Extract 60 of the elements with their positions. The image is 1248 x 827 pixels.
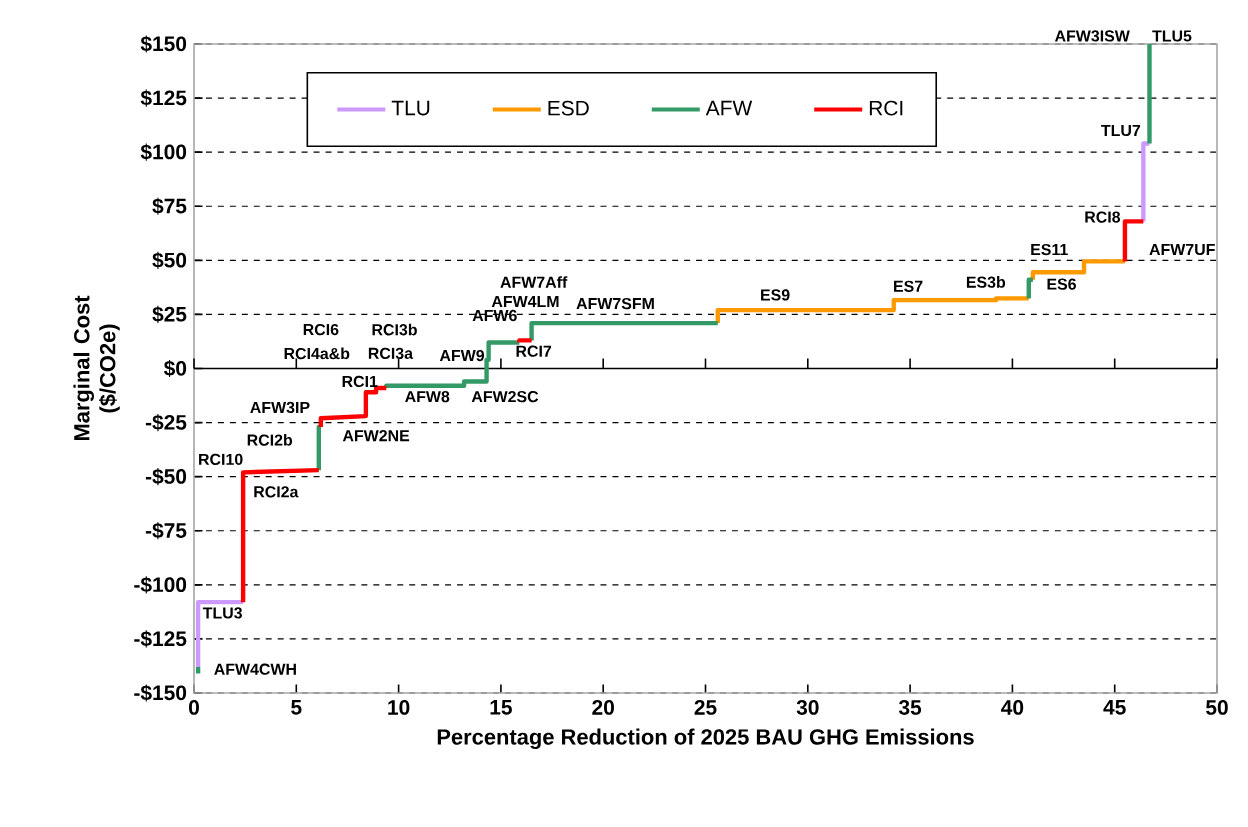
annotation: ES11	[1031, 243, 1068, 256]
y-tick-label: $75	[152, 197, 187, 215]
y-tick-label: -$100	[134, 576, 187, 594]
legend-label: TLU	[391, 100, 430, 116]
x-tick-label: 0	[189, 700, 199, 715]
y-tick-label: -$150	[134, 684, 187, 702]
legend-label: RCI	[869, 100, 903, 116]
y-tick-label: -$50	[145, 468, 187, 486]
x-tick-label: 25	[694, 700, 717, 715]
text: TLU5	[1152, 30, 1192, 42]
annotation: AFW6	[472, 309, 517, 322]
annotation: AFW9	[439, 349, 485, 362]
annotation: RCI4a&b	[284, 347, 350, 360]
annotation: RCI2a	[254, 486, 299, 498]
x-tick-label: 5	[291, 700, 302, 715]
y-tick-label: $150	[140, 35, 187, 53]
x-tick-label: 20	[592, 700, 614, 715]
y-tick-label: $50	[152, 251, 187, 269]
annotation: AFW7SFM	[576, 297, 654, 310]
x-tick-label: 15	[490, 700, 512, 715]
annotation: AFW3IP	[250, 401, 310, 414]
x-tick-label: 50	[1206, 700, 1228, 715]
y-axis-title: Marginal Cost ($/CO2e)	[73, 295, 120, 441]
annotation: AFW4CWH	[214, 663, 296, 675]
y-tick-label: $0	[163, 359, 187, 378]
annotation: RCI2b	[247, 434, 293, 446]
annotation: AFW2SC	[471, 390, 539, 403]
y-tick-label: $25	[152, 305, 187, 323]
annotation: RCI6	[303, 323, 339, 336]
annotation: RCI3a	[368, 347, 414, 360]
y-tick-label: $100	[140, 143, 187, 161]
annotation: TLU3	[202, 607, 242, 619]
annotation: RCI3b	[372, 323, 417, 336]
annotation: AFW4LM	[491, 295, 559, 307]
y-tick-label: -$25	[145, 414, 187, 432]
annotation: AFW8	[405, 390, 450, 403]
x-tick-label: 10	[388, 700, 410, 715]
annotation: TLU7	[1101, 124, 1141, 137]
y-tick-label: -$75	[145, 522, 187, 540]
y-tick-label: -$125	[134, 630, 187, 648]
annotation: RCI1	[342, 375, 378, 388]
y-tick-label: $125	[140, 89, 187, 107]
x-tick-label: 40	[1001, 700, 1024, 715]
annotation: ES7	[894, 280, 923, 292]
annotation: RCI8	[1085, 211, 1121, 223]
text: AFW3ISW	[1054, 30, 1130, 42]
x-tick-label: 45	[1103, 700, 1126, 715]
legend-label: AFW	[705, 100, 753, 116]
x-tick-label: 35	[898, 700, 922, 715]
annotation: ES6	[1047, 278, 1076, 290]
annotation: RCI10	[199, 453, 243, 465]
annotation: ES9	[761, 289, 790, 301]
annotation: AFW2NE	[342, 430, 410, 442]
x-axis-title: Percentage Reduction of 2025 BAU GHG Emissions	[437, 728, 974, 750]
x-tick-label: 30	[796, 700, 819, 715]
annotation: ES3b	[966, 276, 1006, 288]
annotation: AFW7Aff	[500, 276, 568, 288]
legend-label: ESD	[548, 100, 589, 116]
annotation: AFW7UF	[1149, 243, 1215, 256]
annotation: RCI7	[516, 345, 552, 357]
